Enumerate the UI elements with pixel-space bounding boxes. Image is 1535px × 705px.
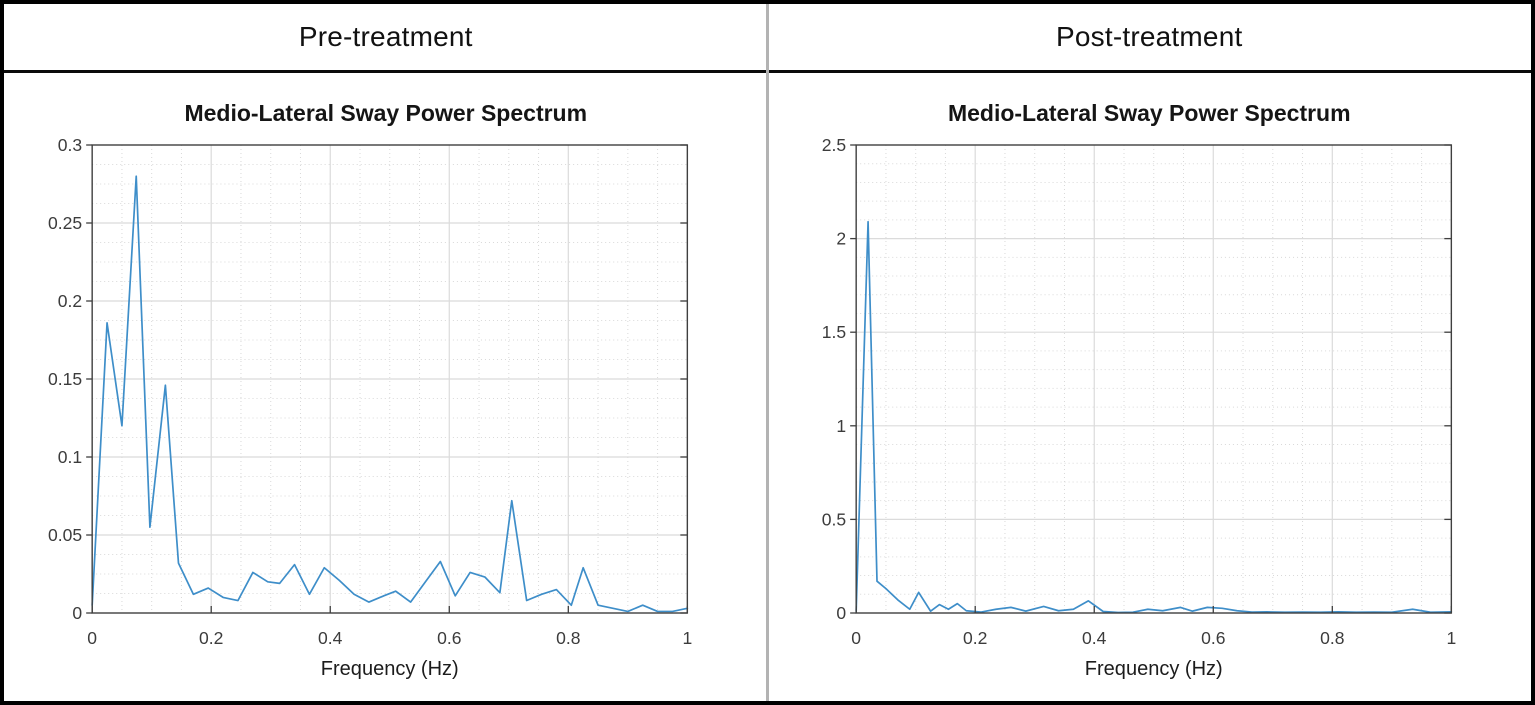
y-tick-label: 0.5 (821, 509, 845, 529)
pre-treatment-chart: 0 0.2 0.4 0.6 0.8 1 0 0.05 0.1 0.15 0.2 0.25 0.3 Freq… (48, 135, 692, 680)
x-axis-label: Frequency (Hz) (1084, 658, 1222, 680)
series-line (854, 220, 1452, 614)
y-tick-label: 0.25 (48, 213, 82, 233)
y-tick-label: 0 (72, 603, 82, 623)
post-treatment-header: Post-treatment (1056, 21, 1243, 52)
y-tick-label: 0.2 (58, 291, 82, 311)
x-tick-label: 0.4 (1082, 628, 1107, 648)
post-treatment-panel: Medio-Lateral Sway Power Spectrum 0 0.2 0.… (768, 73, 1532, 701)
x-tick-label: 0.8 (1320, 628, 1344, 648)
post-treatment-chart: 0 0.2 0.4 0.6 0.8 1 0 0.5 1 1.5 2 2.5 Frequency (Hz) (821, 135, 1456, 680)
x-tick-label: 0.4 (318, 628, 343, 648)
y-tick-label: 0.1 (58, 447, 82, 467)
y-tick-label: 0.3 (58, 135, 82, 155)
y-tick-label: 2 (836, 229, 846, 249)
x-tick-label: 0 (87, 628, 97, 648)
x-tick-label: 0.6 (1201, 628, 1225, 648)
x-tick-label: 0.8 (556, 628, 580, 648)
plot-background (855, 145, 1451, 613)
x-tick-label: 1 (1446, 628, 1456, 648)
y-tick-label: 0.05 (48, 525, 82, 545)
x-tick-label: 0.2 (963, 628, 987, 648)
x-tick-label: 1 (682, 628, 692, 648)
pre-treatment-header: Pre-treatment (298, 21, 473, 52)
series-line (91, 175, 689, 613)
x-tick-label: 0.6 (437, 628, 461, 648)
x-tick-label: 0.2 (199, 628, 223, 648)
x-axis-label: Frequency (Hz) (321, 658, 459, 680)
y-tick-label: 0 (836, 603, 846, 623)
panel-divider (765, 4, 769, 701)
y-tick-label: 1.5 (821, 322, 845, 342)
y-tick-label: 1 (836, 416, 846, 436)
y-tick-label: 2.5 (821, 135, 845, 155)
axis-frame (854, 144, 1452, 614)
pre-treatment-panel: Medio-Lateral Sway Power Spectrum 0 0.2 0.… (4, 73, 768, 701)
x-tick-label: 0 (851, 628, 861, 648)
charts-row: Medio-Lateral Sway Power Spectrum 0 0.2 0.… (4, 73, 1531, 701)
y-tick-label: 0.15 (48, 369, 82, 389)
